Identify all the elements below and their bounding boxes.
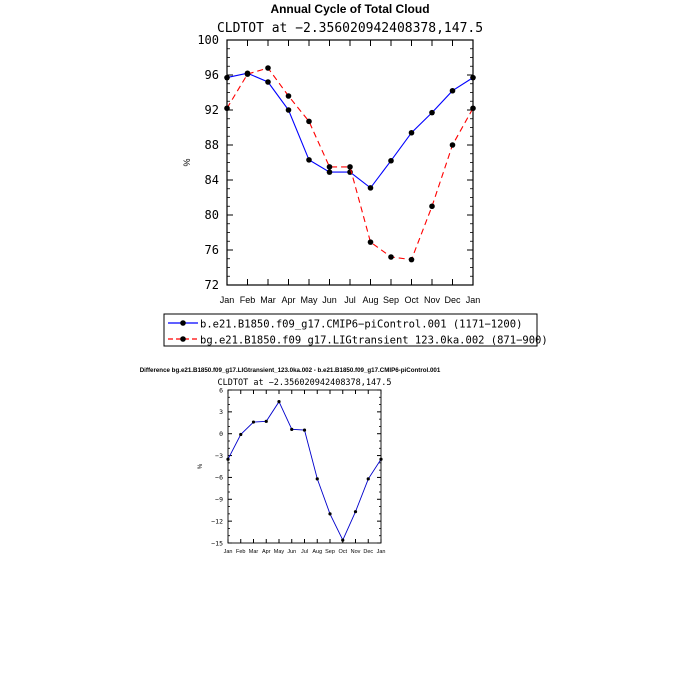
data-point: [470, 74, 476, 81]
y-tick-label: 92: [205, 103, 219, 117]
chart-1: [226, 389, 383, 544]
data-point: [449, 87, 456, 94]
x-tick-label: Sep: [325, 549, 335, 555]
data-point: [367, 185, 374, 191]
legend-box: [163, 313, 538, 347]
data-point: [347, 164, 353, 170]
x-tick-label: Jul: [344, 295, 356, 305]
data-point: [408, 129, 415, 136]
data-point: [470, 105, 476, 112]
y-tick-label: 72: [205, 278, 219, 292]
x-tick-label: Oct: [338, 549, 347, 555]
data-point: [326, 164, 333, 170]
data-point: [388, 157, 394, 164]
chart-title: Annual Cycle of Total Cloud: [270, 2, 429, 16]
legend-marker: [180, 336, 186, 342]
data-point: [251, 420, 256, 424]
x-tick-label: Jun: [322, 295, 337, 305]
x-tick-label: Jan: [377, 549, 386, 555]
data-point: [244, 71, 251, 77]
data-point: [302, 428, 307, 432]
y-tick-label: −6: [215, 474, 223, 482]
x-tick-label: Jan: [220, 295, 235, 305]
data-point: [429, 109, 435, 116]
series-line-1: [226, 67, 474, 261]
chart-subtitle: CLDTOT at −2.356020942408378,147.5: [218, 378, 392, 388]
chart-0: [163, 39, 538, 347]
data-point: [353, 510, 358, 514]
plot-frame: [226, 39, 474, 286]
y-tick-label: 3: [219, 408, 223, 416]
chart-title: Difference bg.e21.B1850.f09_g17.LIGtrans…: [140, 367, 441, 374]
data-point: [277, 400, 281, 404]
data-point: [290, 427, 294, 431]
data-point: [226, 457, 230, 461]
y-tick-label: 0: [219, 430, 223, 438]
legend-entry-1: bg.e21.B1850.f09_g17.LIGtransient_123.0k…: [200, 335, 548, 347]
series-line-0: [227, 400, 382, 542]
y-tick-label: 100: [197, 33, 219, 47]
data-point: [285, 93, 292, 99]
y-tick-label: 84: [205, 173, 219, 187]
y-axis-label: %: [182, 158, 192, 166]
x-tick-label: May: [300, 295, 318, 305]
data-point: [285, 107, 292, 113]
data-point: [265, 79, 271, 85]
data-point: [379, 457, 383, 461]
x-tick-label: Jan: [466, 295, 481, 305]
plot-frame: [227, 389, 382, 544]
x-tick-label: Nov: [424, 295, 441, 305]
x-tick-label: Sep: [383, 295, 399, 305]
x-tick-label: Jan: [224, 549, 233, 555]
y-tick-label: 6: [219, 386, 223, 394]
x-tick-label: Apr: [281, 295, 295, 305]
y-tick-label: 80: [205, 208, 219, 222]
x-tick-label: Mar: [260, 295, 276, 305]
data-point: [224, 105, 230, 112]
y-tick-label: −15: [211, 539, 223, 547]
x-tick-label: Jul: [301, 549, 308, 555]
y-tick-label: −3: [215, 452, 223, 460]
x-tick-label: Aug: [362, 295, 378, 305]
x-tick-label: Dec: [363, 549, 373, 555]
legend-marker: [180, 320, 186, 326]
data-point: [408, 256, 415, 263]
data-point: [265, 65, 271, 71]
x-tick-label: Apr: [262, 549, 271, 555]
chart-subtitle: CLDTOT at −2.356020942408378,147.5: [217, 21, 483, 36]
x-tick-label: May: [274, 549, 285, 555]
x-tick-label: Nov: [351, 549, 361, 555]
data-point: [449, 142, 456, 148]
data-point: [264, 419, 268, 423]
data-point: [326, 169, 333, 175]
data-point: [224, 74, 230, 81]
x-tick-label: Oct: [404, 295, 419, 305]
data-point: [341, 538, 345, 542]
y-tick-label: 76: [205, 243, 219, 257]
x-tick-label: Feb: [240, 295, 256, 305]
y-tick-label: −12: [211, 517, 223, 525]
y-tick-label: 88: [205, 138, 219, 152]
x-tick-label: Feb: [236, 549, 245, 555]
legend-entry-0: b.e21.B1850.f09_g17.CMIP6−piControl.001 …: [200, 319, 522, 331]
y-tick-label: −9: [215, 496, 223, 504]
data-point: [429, 203, 435, 210]
data-point: [388, 254, 394, 260]
data-point: [366, 477, 370, 481]
y-tick-label: 96: [205, 68, 219, 82]
x-tick-label: Jun: [287, 549, 296, 555]
data-point: [367, 239, 374, 245]
data-point: [306, 157, 312, 163]
data-point: [328, 512, 332, 516]
data-point: [239, 432, 243, 437]
data-point: [306, 118, 312, 125]
x-tick-label: Mar: [249, 549, 259, 555]
x-tick-label: Aug: [312, 549, 322, 555]
y-axis-label: %: [198, 463, 204, 469]
data-point: [315, 477, 319, 481]
x-tick-label: Dec: [444, 295, 461, 305]
